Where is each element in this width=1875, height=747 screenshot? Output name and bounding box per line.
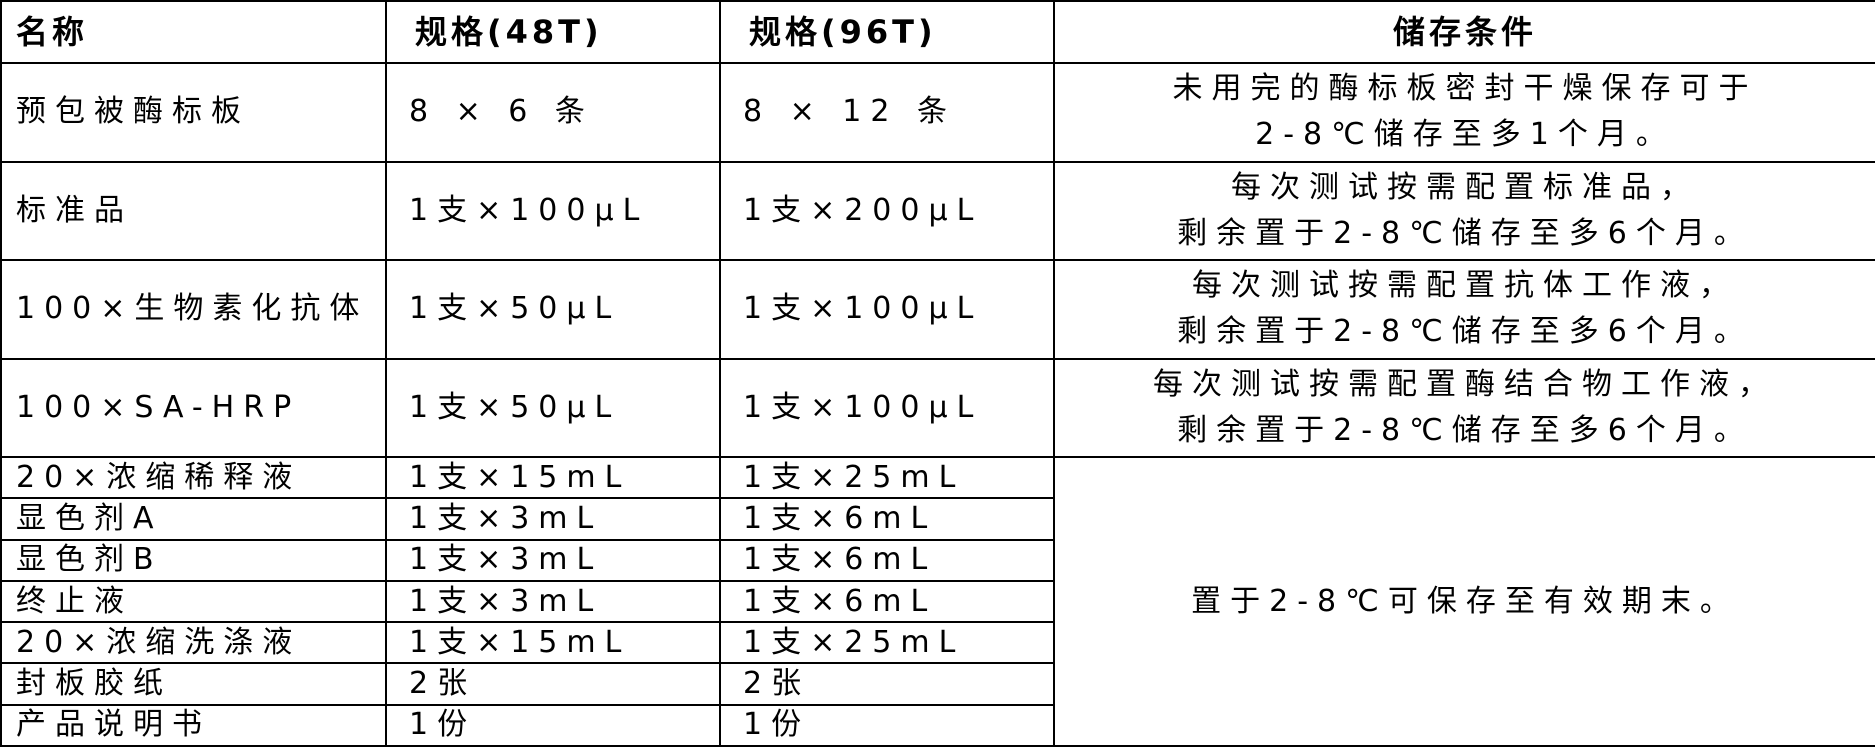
storage-line: 每次测试按需配置酶结合物工作液，: [1153, 366, 1777, 402]
cell-spec-96t: 1份: [719, 703, 1055, 747]
cell-storage: 每次测试按需配置标准品， 剩余置于2-8℃储存至多6个月。: [1053, 160, 1875, 262]
cell-spec-48t: 1支×15mL: [385, 456, 721, 500]
cell-spec-96t: 8 × 12 条: [719, 62, 1055, 163]
storage-line: 剩余置于2-8℃储存至多6个月。: [1177, 215, 1753, 251]
table-row: 20×浓缩洗涤液 1支×15mL 1支×25mL: [0, 621, 1875, 665]
storage-line: 每次测试按需配置标准品，: [1231, 169, 1699, 205]
cell-spec-48t: 1支×3mL: [385, 497, 721, 541]
storage-line: 每次测试按需配置抗体工作液，: [1192, 268, 1738, 304]
cell-spec-48t: 1份: [385, 703, 721, 747]
table-row: 显色剂A 1支×3mL 1支×6mL: [0, 497, 1875, 541]
storage-line: 剩余置于2-8℃储存至多6个月。: [1177, 314, 1753, 350]
cell-spec-96t: 1支×25mL: [719, 621, 1055, 665]
cell-storage: 每次测试按需配置抗体工作液， 剩余置于2-8℃储存至多6个月。: [1053, 259, 1875, 360]
table-row: 100×SA-HRP 1支×50μL 1支×100μL 每次测试按需配置酶结合物工作液…: [0, 357, 1875, 459]
cell-name: 终止液: [0, 579, 387, 624]
cell-storage: 未用完的酶标板密封干燥保存可于 2-8℃储存至多1个月。: [1053, 62, 1875, 163]
storage-line: 未用完的酶标板密封干燥保存可于: [1172, 71, 1758, 107]
header-spec-96t: 规格(96T): [719, 0, 1055, 64]
cell-spec-96t: 1支×100μL: [719, 259, 1055, 360]
table-row: 标准品 1支×100μL 1支×200μL 每次测试按需配置标准品， 剩余置于2-8℃储…: [0, 160, 1875, 262]
storage-line: 2-8℃储存至多1个月。: [1255, 117, 1675, 153]
cell-spec-96t: 1支×6mL: [719, 497, 1055, 541]
storage-line: 剩余置于2-8℃储存至多6个月。: [1177, 412, 1753, 448]
cell-spec-48t: 1支×3mL: [385, 538, 721, 582]
cell-spec-48t: 1支×15mL: [385, 621, 721, 665]
header-spec-48t: 规格(48T): [385, 0, 721, 64]
table-row: 终止液 1支×3mL 1支×6mL: [0, 579, 1875, 624]
cell-spec-48t: 2张: [385, 662, 721, 706]
cell-name: 预包被酶标板: [0, 62, 387, 163]
cell-name: 100×生物素化抗体: [0, 259, 387, 360]
header-name: 名称: [0, 0, 387, 64]
table-header-row: 名称 规格(48T) 规格(96T) 储存条件: [0, 0, 1875, 64]
cell-name: 显色剂B: [0, 538, 387, 582]
header-storage: 储存条件: [1053, 0, 1875, 64]
table-row: 封板胶纸 2张 2张: [0, 662, 1875, 706]
cell-spec-48t: 1支×50μL: [385, 357, 721, 459]
cell-spec-48t: 8 × 6 条: [385, 62, 721, 163]
cell-spec-96t: 1支×6mL: [719, 579, 1055, 624]
table-row: 20×浓缩稀释液 1支×15mL 1支×25mL 置于2-8℃可保存至有效期末。: [0, 456, 1875, 747]
cell-shared-storage: 置于2-8℃可保存至有效期末。: [1053, 456, 1875, 747]
cell-spec-96t: 1支×100μL: [719, 357, 1055, 459]
cell-spec-96t: 1支×200μL: [719, 160, 1055, 262]
cell-name: 100×SA-HRP: [0, 357, 387, 459]
table-row: 产品说明书 1份 1份: [0, 703, 1875, 747]
cell-name: 封板胶纸: [0, 662, 387, 706]
cell-spec-48t: 1支×3mL: [385, 579, 721, 624]
cell-name: 显色剂A: [0, 497, 387, 541]
cell-spec-48t: 1支×50μL: [385, 259, 721, 360]
cell-spec-96t: 2张: [719, 662, 1055, 706]
cell-storage: 每次测试按需配置酶结合物工作液， 剩余置于2-8℃储存至多6个月。: [1053, 357, 1875, 459]
cell-name: 标准品: [0, 160, 387, 262]
cell-name: 20×浓缩稀释液: [0, 456, 387, 500]
cell-name: 20×浓缩洗涤液: [0, 621, 387, 665]
cell-spec-96t: 1支×6mL: [719, 538, 1055, 582]
table-row: 100×生物素化抗体 1支×50μL 1支×100μL 每次测试按需配置抗体工作液， 剩…: [0, 259, 1875, 360]
cell-spec-96t: 1支×25mL: [719, 456, 1055, 500]
table-row: 显色剂B 1支×3mL 1支×6mL: [0, 538, 1875, 582]
cell-name: 产品说明书: [0, 703, 387, 747]
cell-spec-48t: 1支×100μL: [385, 160, 721, 262]
